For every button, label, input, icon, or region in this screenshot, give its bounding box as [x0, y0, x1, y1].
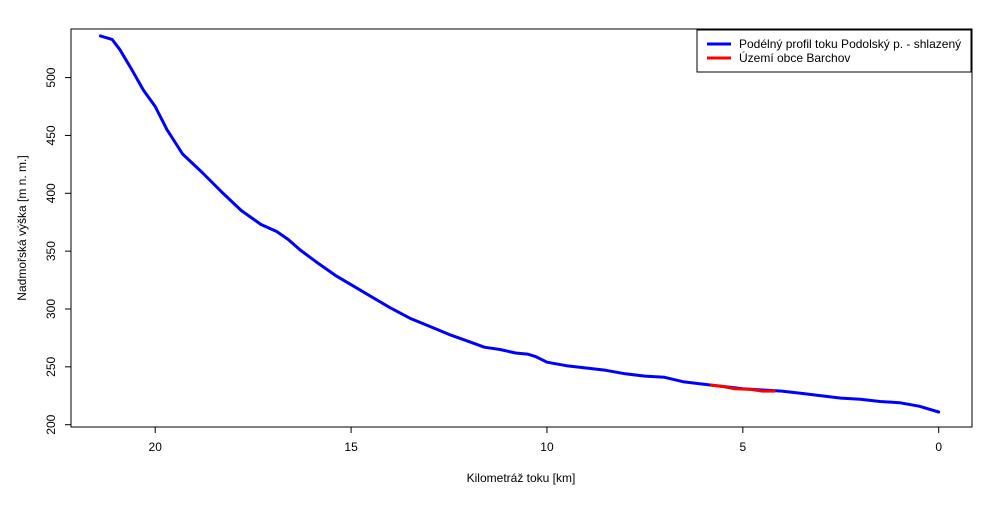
- x-axis: 20 15 10 5 0: [149, 427, 942, 454]
- x-tick-label: 5: [739, 440, 746, 454]
- x-tick-label: 0: [935, 440, 942, 454]
- y-tick-label: 350: [44, 241, 58, 261]
- y-tick-label: 300: [44, 299, 58, 319]
- y-tick-label: 500: [44, 67, 58, 87]
- x-tick-label: 20: [149, 440, 163, 454]
- series-layer: [98, 34, 941, 414]
- y-tick-label: 400: [44, 183, 58, 203]
- y-axis: 200 250 300 350 400 450 500: [44, 67, 71, 435]
- legend-label-1: Území obce Barchov: [739, 50, 850, 65]
- y-tick-label: 250: [44, 357, 58, 377]
- x-tick-label: 15: [344, 440, 358, 454]
- x-axis-label: Kilometráž toku [km]: [467, 471, 576, 485]
- y-tick-label: 450: [44, 125, 58, 145]
- plot-frame: [70, 28, 973, 428]
- legend-box: [696, 29, 972, 73]
- y-axis-label: Nadmořská výška [m n. m.]: [15, 155, 29, 300]
- x-tick-label: 10: [540, 440, 554, 454]
- legend: Podélný profil toku Podolský p. - shlaze…: [696, 29, 972, 73]
- series-line-1: [710, 383, 776, 393]
- y-tick-label: 200: [44, 414, 58, 434]
- legend-label-0: Podélný profil toku Podolský p. - shlaze…: [739, 37, 961, 51]
- series-line-0: [98, 34, 941, 414]
